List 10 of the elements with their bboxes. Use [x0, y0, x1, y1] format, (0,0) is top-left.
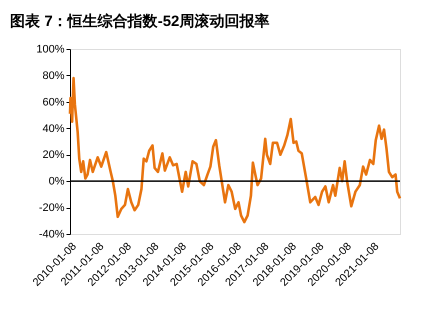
y-tick-label: -20%	[38, 202, 65, 214]
y-tick-label: 0%	[48, 176, 65, 188]
y-tick-label: 80%	[42, 70, 65, 82]
chart-title: 图表 7：恒生综合指数-52周滚动回报率	[10, 12, 270, 30]
y-tick-label: 40%	[42, 122, 65, 135]
y-tick-label: 20%	[42, 149, 65, 162]
y-tick-label: 100%	[36, 44, 65, 56]
line-series	[68, 76, 402, 224]
y-tick-label: -40%	[38, 228, 65, 240]
y-tick-label: 60%	[42, 96, 65, 108]
